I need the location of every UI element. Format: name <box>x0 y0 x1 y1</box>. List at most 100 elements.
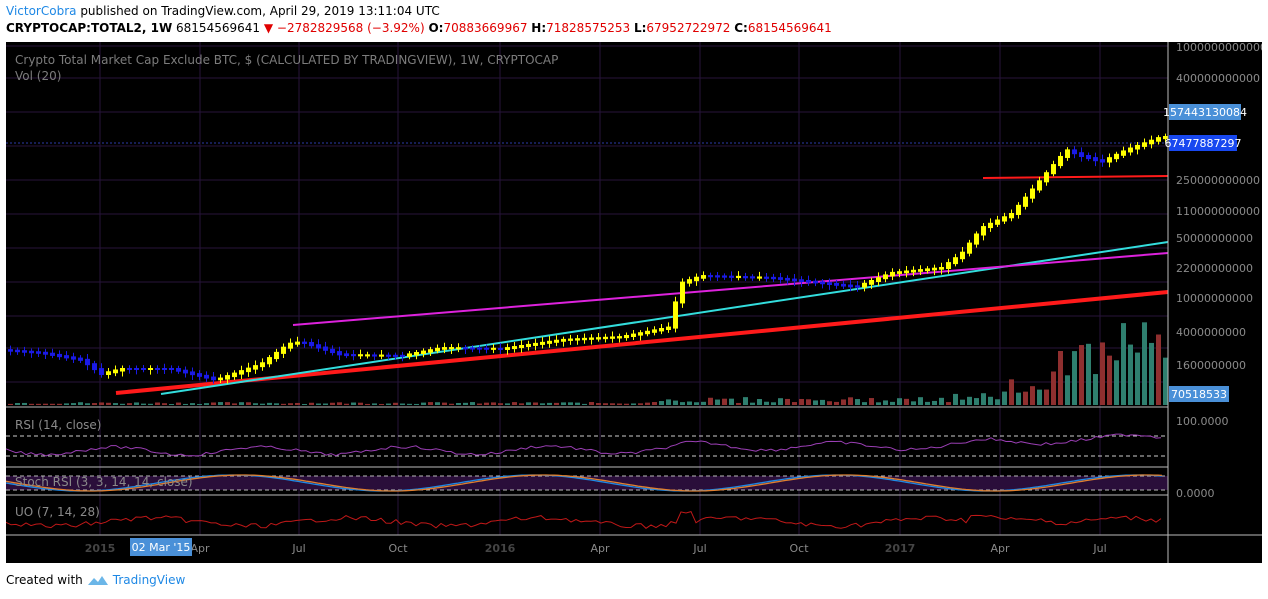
volume-bar <box>477 403 482 405</box>
candle-body <box>239 370 244 375</box>
candle-body <box>393 354 398 357</box>
volume-bar <box>1002 391 1007 405</box>
candle-body <box>631 333 636 337</box>
volume-bar <box>1051 371 1056 405</box>
candle-body <box>1156 137 1161 142</box>
time-axis-label: Apr <box>590 542 610 555</box>
volume-bar <box>736 402 741 405</box>
candle-body <box>757 276 762 279</box>
candle-body <box>932 267 937 271</box>
price-axis[interactable]: 1000000000000 400000000000 250000000000 110… <box>1176 42 1262 372</box>
volume-bar <box>8 403 13 405</box>
volume-bar <box>652 402 657 405</box>
volume-bar <box>960 399 965 405</box>
candle-body <box>890 271 895 277</box>
volume-bar <box>407 403 412 405</box>
candle-body <box>918 269 923 272</box>
volume-bar <box>988 396 993 405</box>
price-marker-high <box>1169 104 1241 120</box>
time-axis-label: Jul <box>692 542 706 555</box>
volume-bar <box>449 403 454 405</box>
volume-bar <box>1016 392 1021 405</box>
candle-body <box>701 275 706 279</box>
volume-bar <box>316 403 321 405</box>
volume-bar <box>792 402 797 405</box>
candle-body <box>1058 155 1063 167</box>
volume-bar <box>442 402 447 405</box>
volume-bar <box>589 402 594 405</box>
price-axis-label: 110000000000 <box>1176 205 1260 218</box>
time-axis-label: 2015 <box>85 542 116 555</box>
candle-body <box>197 373 202 377</box>
volume-bar <box>897 398 902 405</box>
volume-bar <box>932 400 937 405</box>
volume-bar <box>134 402 139 405</box>
candle-body <box>764 276 769 279</box>
candle-body <box>883 274 888 280</box>
candle-body <box>15 349 20 353</box>
author-link[interactable]: VictorCobra <box>6 4 77 18</box>
candle-body <box>253 365 258 370</box>
volume-bar <box>197 403 202 405</box>
time-axis[interactable]: 2015 Apr Jul Oct 2016 Apr Jul Oct 2017 Apr Jul <box>85 542 1107 555</box>
rsi-axis-value: 100.0000 <box>1176 415 1229 428</box>
volume-bar <box>435 402 440 405</box>
volume-bar <box>890 401 895 405</box>
candle-body <box>1086 155 1091 160</box>
price-marker-high-text: 157443130084 <box>1163 106 1247 119</box>
volume-bar <box>582 403 587 405</box>
volume-bar <box>1107 355 1112 405</box>
volume-bar <box>813 400 818 405</box>
candle-body <box>722 275 727 278</box>
candle-body <box>316 344 321 349</box>
candle-body <box>29 350 34 354</box>
volume-bar <box>778 398 783 405</box>
volume-bar <box>274 403 279 405</box>
candle-body <box>169 368 174 370</box>
time-axis-label: Apr <box>190 542 210 555</box>
volume-bar <box>722 398 727 405</box>
candle-body <box>708 275 713 278</box>
volume-bar <box>659 401 664 405</box>
candle-body <box>78 357 83 361</box>
stoch-k-line <box>6 474 1163 492</box>
candle-body <box>386 354 391 357</box>
publish-info: VictorCobra published on TradingView.com… <box>6 4 440 18</box>
volume-bar <box>547 402 552 405</box>
trendline-magenta[interactable] <box>292 252 1169 326</box>
volume-bar <box>1086 343 1091 405</box>
volume-bar <box>50 403 55 405</box>
volume-bar <box>92 403 97 405</box>
stoch-rsi-label: Stoch RSI (3, 3, 14, 14, close) <box>15 475 193 489</box>
candle-body <box>309 341 314 347</box>
tradingview-link[interactable]: TradingView <box>112 573 186 587</box>
volume-bar <box>456 402 461 405</box>
volume-bar <box>1163 357 1168 405</box>
candle-body <box>274 351 279 360</box>
volume-bar <box>22 402 27 405</box>
candle-body <box>1044 172 1049 183</box>
tradingview-logo-icon[interactable] <box>87 574 109 586</box>
resistance-line-red[interactable] <box>982 175 1169 179</box>
support-trendline-red[interactable] <box>115 290 1169 395</box>
candle-body <box>218 377 223 381</box>
uo-line <box>6 511 1162 529</box>
open-value: 70883669967 <box>443 21 528 35</box>
volume-bar <box>946 402 951 405</box>
main-pane-title: Crypto Total Market Cap Exclude BTC, $ (… <box>15 53 558 67</box>
time-cursor-label: 02 Mar '15 <box>132 541 191 554</box>
candle-body <box>834 283 839 286</box>
trend-lines[interactable] <box>115 175 1169 395</box>
candle-body <box>533 342 538 346</box>
volume-bar <box>1037 389 1042 405</box>
candle-body <box>456 347 461 350</box>
chart-canvas[interactable]: Crypto Total Market Cap Exclude BTC, $ (… <box>6 42 1262 563</box>
volume-label: Vol (20) <box>15 69 61 83</box>
candle-body <box>512 346 517 350</box>
volume-bar <box>15 403 20 405</box>
candle-body <box>225 375 230 380</box>
candle-body <box>50 352 55 356</box>
candle-body <box>22 350 27 353</box>
volume-bar <box>330 402 335 405</box>
volume-bar <box>526 402 531 405</box>
